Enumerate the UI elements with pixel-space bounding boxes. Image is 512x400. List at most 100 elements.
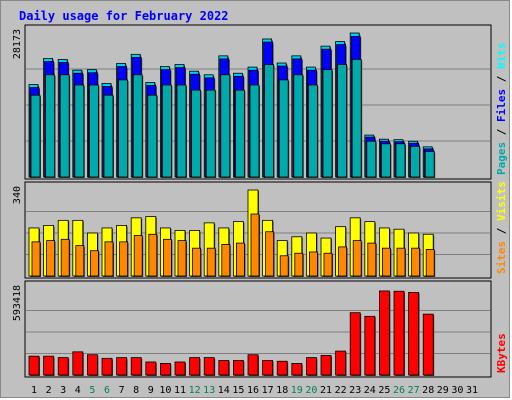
bar-sites-day-3: [60, 238, 70, 277]
bar-sites-day-16: [250, 213, 260, 277]
bar-pages-day-1: [30, 94, 41, 178]
bar-pages-day-4: [74, 84, 85, 178]
bar-sites-day-13: [206, 247, 216, 277]
bar-sites-day-6: [104, 241, 114, 277]
panel-side-labels: Sites / Visits: [495, 181, 508, 274]
bar-sites-day-7: [119, 241, 128, 277]
bar-kbytes-day-2: [43, 355, 54, 376]
bar-kbytes-day-13: [203, 357, 215, 376]
bar-kbytes-day-16: [247, 354, 259, 376]
bar-pages-day-22: [337, 64, 348, 178]
x-tick-label: 6: [104, 385, 110, 396]
bar-sites-day-8: [133, 235, 143, 277]
x-tick-label: 27: [408, 385, 420, 396]
x-tick-label: 15: [232, 385, 244, 396]
bar-pages-day-19: [293, 74, 304, 178]
bar-sites-day-1: [31, 241, 41, 277]
bar-pages-day-10: [161, 84, 172, 178]
panel-side-labels: Pages / Files / Hits: [495, 43, 508, 176]
bar-kbytes-day-21: [320, 355, 332, 376]
x-tick-label: 26: [393, 385, 405, 396]
panel-max-label: 340: [12, 186, 23, 204]
x-tick-label: 19: [291, 385, 303, 396]
x-tick-label: 10: [159, 385, 171, 396]
bar-pages-day-28: [424, 151, 435, 178]
x-tick-label: 18: [276, 385, 288, 396]
x-tick-label: 11: [174, 385, 186, 396]
bar-kbytes-day-28: [422, 313, 434, 376]
bar-pages-day-6: [103, 94, 114, 178]
side-label-sites: Sites: [495, 241, 508, 274]
side-label-files: Files: [495, 89, 508, 122]
bar-sites-day-20: [308, 251, 318, 277]
bar-pages-day-23: [351, 59, 362, 178]
bar-sites-day-5: [90, 250, 99, 277]
bar-sites-day-28: [425, 249, 435, 277]
bar-sites-day-17: [265, 231, 275, 277]
x-tick-label: 3: [60, 385, 66, 396]
bar-kbytes-day-5: [87, 354, 98, 376]
bar-pages-day-16: [249, 84, 260, 178]
x-tick-label: 21: [320, 385, 332, 396]
x-tick-label: 16: [247, 385, 259, 396]
panel-visits: 340 Sites / Visits: [12, 181, 508, 279]
bar-kbytes-day-20: [305, 357, 317, 376]
x-tick-label: 22: [335, 385, 347, 396]
bar-sites-day-19: [294, 252, 304, 277]
x-tick-label: 17: [262, 385, 274, 396]
bar-kbytes-day-27: [408, 291, 420, 376]
chart-title: Daily usage for February 2022: [19, 9, 229, 23]
bar-sites-day-11: [177, 240, 187, 277]
bar-sites-day-23: [352, 240, 362, 277]
bar-pages-day-9: [147, 94, 158, 178]
bar-kbytes-day-15: [232, 360, 244, 376]
panel-kbytes: 593418 KBytes: [12, 280, 508, 378]
bar-kbytes-day-4: [72, 351, 84, 376]
x-tick-label: 30: [451, 385, 463, 396]
bar-sites-day-27: [411, 247, 421, 277]
bar-pages-day-2: [45, 74, 55, 178]
panel-side-labels: KBytes: [495, 333, 508, 373]
bar-pages-day-5: [89, 84, 99, 178]
x-axis: 1 2 3 4 5 6 7 8 9 10 11 12 13 14 15 16 17 18 19 20 21 22 23 24 2…: [31, 385, 478, 396]
bar-pages-day-24: [366, 140, 377, 178]
panel-max-label: 28173: [12, 29, 23, 59]
x-tick-label: 20: [305, 385, 317, 396]
panel-max-label: 593418: [12, 285, 23, 321]
side-label-separator: /: [495, 221, 508, 241]
x-tick-label: 7: [119, 385, 125, 396]
bar-sites-day-18: [279, 255, 289, 277]
bar-pages-day-25: [380, 143, 391, 178]
bar-pages-day-8: [132, 74, 143, 178]
bar-sites-day-25: [381, 247, 391, 277]
side-label-kbytes: KBytes: [495, 333, 508, 373]
side-label-hits: Hits: [495, 43, 508, 70]
bar-pages-day-11: [176, 84, 187, 178]
x-tick-label: 9: [148, 385, 154, 396]
bar-sites-day-22: [338, 246, 348, 277]
bar-pages-day-18: [278, 79, 289, 178]
bar-pages-day-3: [59, 74, 70, 178]
bar-pages-day-13: [205, 89, 216, 178]
bar-kbytes-day-1: [28, 355, 40, 376]
x-tick-label: 8: [133, 385, 139, 396]
bar-kbytes-day-10: [159, 363, 171, 376]
x-tick-label: 25: [378, 385, 390, 396]
side-label-separator: /: [495, 122, 508, 142]
bar-pages-day-14: [220, 74, 231, 178]
bar-kbytes-day-24: [364, 315, 376, 376]
x-tick-label: 2: [46, 385, 52, 396]
bar-sites-day-14: [221, 243, 231, 277]
bar-pages-day-27: [410, 145, 421, 178]
bar-sites-day-9: [148, 233, 158, 277]
bar-kbytes-day-17: [262, 360, 274, 376]
bar-kbytes-day-22: [335, 350, 347, 376]
x-tick-label: 5: [89, 385, 95, 396]
side-label-visits: Visits: [495, 181, 508, 221]
bar-kbytes-day-26: [393, 290, 405, 376]
x-tick-label: 14: [218, 385, 230, 396]
bar-kbytes-day-12: [189, 357, 201, 376]
bar-kbytes-day-23: [349, 312, 361, 376]
bar-kbytes-day-7: [116, 357, 127, 376]
